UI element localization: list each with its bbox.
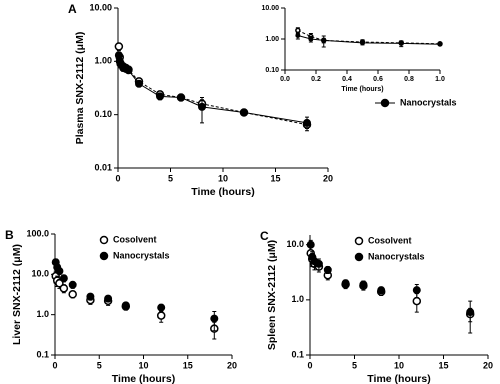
y-tick-label: 1.00 bbox=[94, 56, 112, 66]
marker bbox=[437, 41, 443, 47]
marker bbox=[314, 259, 323, 268]
y-tick-label: 0.10 bbox=[265, 67, 279, 74]
y-axis-label: Spleen SNX-2112 (μM) bbox=[266, 240, 278, 350]
marker bbox=[240, 108, 248, 117]
x-axis-label: Time (hours) bbox=[112, 373, 175, 384]
panel-label: A bbox=[68, 2, 77, 16]
x-axis-label: Time (hours) bbox=[341, 86, 383, 93]
marker bbox=[321, 37, 327, 43]
marker bbox=[412, 286, 421, 295]
x-tick-label: 20 bbox=[227, 360, 237, 370]
marker bbox=[412, 296, 422, 306]
legend-marker bbox=[99, 251, 109, 261]
panel: 0.1 1.0 10.0 100.0 0 5 10 15 20 Time (hours) Liver… bbox=[5, 228, 237, 384]
x-tick-label: 10 bbox=[394, 360, 404, 370]
marker bbox=[59, 284, 69, 293]
marker bbox=[295, 32, 301, 38]
marker bbox=[135, 79, 143, 88]
marker bbox=[114, 42, 124, 51]
x-tick-label: 15 bbox=[270, 173, 280, 183]
marker bbox=[124, 66, 133, 75]
x-tick-label: 15 bbox=[438, 360, 448, 370]
legend-label: Nanocrystals bbox=[113, 250, 170, 260]
marker bbox=[466, 308, 475, 317]
x-tick-label: 10 bbox=[218, 173, 228, 183]
marker bbox=[377, 286, 386, 295]
x-axis-label: Time (hours) bbox=[191, 186, 254, 198]
marker bbox=[306, 240, 315, 249]
marker bbox=[104, 294, 113, 303]
legend-marker bbox=[380, 98, 390, 108]
marker bbox=[156, 92, 164, 101]
legend-marker bbox=[354, 252, 364, 262]
x-tick-label: 20 bbox=[483, 360, 493, 370]
y-tick-label: 0.1 bbox=[36, 349, 49, 359]
marker bbox=[323, 265, 332, 274]
panel-label: B bbox=[5, 228, 14, 242]
x-tick-label: 1.0 bbox=[435, 76, 445, 83]
y-tick-label: 10.0 bbox=[286, 239, 304, 249]
y-tick-label: 10.00 bbox=[261, 5, 279, 12]
y-tick-label: 1.0 bbox=[36, 309, 49, 319]
marker bbox=[198, 102, 206, 111]
x-axis-label: Time (hours) bbox=[367, 373, 430, 384]
marker bbox=[55, 267, 64, 276]
panel: 0.10 1.00 10.00 0.0 0.2 0.4 0.6 0.8 1.0 Time (hou… bbox=[245, 4, 448, 94]
marker bbox=[359, 280, 368, 289]
marker bbox=[121, 301, 130, 310]
error-bar bbox=[468, 300, 473, 334]
y-tick-label: 10.0 bbox=[31, 269, 49, 279]
marker bbox=[177, 93, 185, 102]
marker bbox=[59, 274, 68, 283]
x-tick-label: 0.4 bbox=[342, 76, 352, 83]
panel-label: C bbox=[260, 229, 269, 243]
legend-marker bbox=[99, 235, 109, 245]
y-tick-label: 10.00 bbox=[89, 2, 112, 12]
y-tick-label: 1.0 bbox=[291, 294, 304, 304]
x-tick-label: 0.0 bbox=[280, 76, 290, 83]
y-tick-label: 0.01 bbox=[94, 162, 112, 172]
marker bbox=[360, 40, 365, 46]
panel: 0.01 0.10 1.00 10.00 0 5 10 15 20 Time (hours) Pla… bbox=[68, 2, 457, 198]
marker bbox=[398, 40, 404, 46]
x-tick-label: 0.2 bbox=[311, 76, 321, 83]
marker bbox=[157, 303, 166, 312]
x-tick-label: 0 bbox=[52, 360, 57, 370]
x-tick-label: 5 bbox=[352, 360, 357, 370]
y-axis-label: Liver SNX-2112 (μM) bbox=[11, 244, 23, 345]
marker bbox=[210, 314, 219, 323]
y-tick-label: 100.0 bbox=[26, 228, 49, 238]
y-tick-label: 1.00 bbox=[265, 36, 279, 43]
x-tick-label: 5 bbox=[97, 360, 102, 370]
y-tick-label: 0.10 bbox=[94, 109, 112, 119]
x-tick-label: 0.8 bbox=[404, 76, 414, 83]
x-tick-label: 15 bbox=[183, 360, 193, 370]
y-tick-label: 0.1 bbox=[291, 349, 304, 359]
panel: 0.1 1.0 10.0 0 5 10 15 20 Time (hours) Spleen SNX… bbox=[260, 229, 493, 384]
marker bbox=[303, 118, 311, 127]
y-axis-label: Plasma SNX-2112 (μM) bbox=[74, 32, 86, 145]
marker bbox=[68, 280, 77, 289]
legend-label: Cosolvent bbox=[368, 235, 412, 245]
marker bbox=[86, 292, 95, 301]
x-tick-label: 10 bbox=[138, 360, 148, 370]
x-tick-label: 5 bbox=[168, 173, 173, 183]
marker bbox=[308, 36, 314, 42]
x-tick-label: 20 bbox=[323, 173, 333, 183]
x-tick-label: 0.6 bbox=[373, 76, 383, 83]
legend-label: Nanocrystals bbox=[400, 97, 457, 107]
legend-label: Nanocrystals bbox=[368, 251, 425, 261]
x-tick-label: 0 bbox=[307, 360, 312, 370]
marker bbox=[295, 27, 301, 34]
legend-marker bbox=[354, 236, 364, 246]
inset-background bbox=[245, 4, 448, 94]
marker bbox=[68, 290, 77, 299]
marker bbox=[156, 311, 166, 320]
x-tick-label: 0 bbox=[115, 173, 120, 183]
legend-label: Cosolvent bbox=[113, 234, 157, 244]
marker bbox=[341, 279, 350, 288]
